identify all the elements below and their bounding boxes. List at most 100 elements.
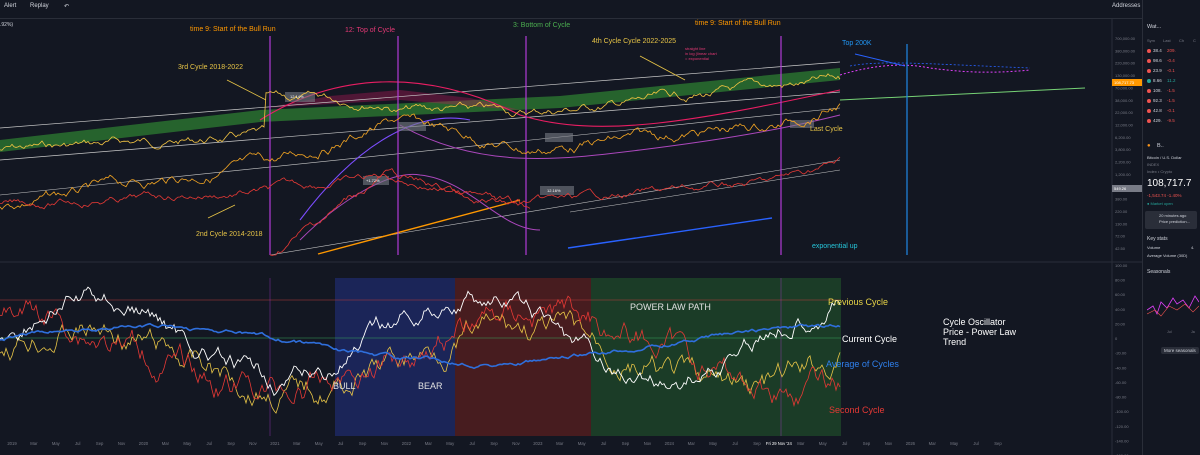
addresses-label[interactable]: Addresses bbox=[1112, 3, 1141, 9]
time-axis-tick: Mar bbox=[797, 441, 805, 446]
left-value: .92%) bbox=[0, 22, 14, 28]
price-axis-tick: 1,200.00 bbox=[1115, 172, 1131, 177]
watchlist-row[interactable]: 108. -1.5 bbox=[1147, 88, 1175, 93]
exponential-label: exponential up bbox=[812, 243, 858, 250]
bear-label: BEAR bbox=[418, 381, 443, 391]
price-tag: 108,717.73 bbox=[1114, 80, 1135, 85]
time-axis-tick: May bbox=[950, 441, 959, 446]
cycle-2-label: 2nd Cycle 2014-2018 bbox=[196, 231, 263, 238]
symbol-short: B.. bbox=[1157, 143, 1164, 149]
time-axis-tick: Jul bbox=[75, 441, 80, 446]
time-axis-tick: May bbox=[446, 441, 455, 446]
watchlist-row-change: -0.1 bbox=[1167, 108, 1175, 113]
main-chart[interactable]: 700,000.00 380,000.00 220,000.00 130,000.00… bbox=[0, 0, 1142, 455]
watchlist-row[interactable]: 38.4 209. bbox=[1147, 48, 1176, 53]
time-axis-tick: May bbox=[819, 441, 828, 446]
time-axis-tick: May bbox=[709, 441, 718, 446]
time-axis-tick: Sep bbox=[227, 441, 235, 446]
key-stats-title: Key stats bbox=[1147, 236, 1168, 242]
watchlist-row[interactable]: 23.9 -0.1 bbox=[1147, 68, 1175, 73]
price-axis-tick: 220.00 bbox=[1115, 209, 1128, 214]
price-axis-tick: 6,200.00 bbox=[1115, 135, 1131, 140]
series-line-cycle-4 bbox=[0, 73, 841, 151]
season-tick-1: Jul bbox=[1167, 330, 1172, 334]
symbol-dot-icon bbox=[1147, 118, 1151, 123]
series-line-cycle-2 bbox=[0, 156, 841, 210]
time-axis-tick: May bbox=[578, 441, 587, 446]
time-axis-tick: Jul bbox=[732, 441, 737, 446]
average-of-cycles-label: Average of Cycles bbox=[826, 359, 899, 369]
watchlist-row[interactable]: 8.66 11.2 bbox=[1147, 78, 1175, 83]
time-axis-tick: 2022 bbox=[402, 441, 412, 446]
oscillator-axis-tick: -140.00 bbox=[1115, 438, 1129, 443]
time-axis-tick: Nov bbox=[249, 441, 257, 446]
exchange: INDEX bbox=[1147, 162, 1160, 167]
avg-volume-label: Average Volume (30D) bbox=[1147, 253, 1188, 258]
symbol-dot-icon bbox=[1147, 48, 1151, 53]
cycle-top-band bbox=[265, 90, 520, 110]
badge-1: 12.14% bbox=[290, 94, 304, 99]
price-axis-tick: 380,000.00 bbox=[1115, 48, 1136, 53]
price-axis-tick: 130,000.00 bbox=[1115, 73, 1136, 78]
time-axis-tick: Mar bbox=[30, 441, 38, 446]
watchlist-col-c: C bbox=[1193, 38, 1196, 43]
badge-2: 12.16% bbox=[547, 188, 561, 193]
oscillator-axis-tick: 0 bbox=[1115, 336, 1118, 341]
previous-cycle-label: Previous Cycle bbox=[828, 297, 889, 307]
watchlist-row-last: 92.3 bbox=[1153, 98, 1162, 103]
price-axis-tick: 2,200.00 bbox=[1115, 160, 1131, 165]
power-law-path-label: POWER LAW PATH bbox=[630, 302, 711, 312]
cycle-3-label: 3rd Cycle 2018-2022 bbox=[178, 64, 243, 71]
symbol-dot-icon bbox=[1147, 78, 1151, 83]
price-axis-tick: 72.00 bbox=[1115, 234, 1126, 239]
oscillator-axis-tick: -60.00 bbox=[1115, 380, 1127, 385]
watchlist-row[interactable]: 92.3 -1.5 bbox=[1147, 98, 1175, 103]
watchlist-row[interactable]: 98.6 -0.4 bbox=[1147, 58, 1175, 63]
time-axis-tick: May bbox=[52, 441, 61, 446]
series-line-cycle-1 bbox=[269, 168, 531, 256]
replay-button[interactable]: Replay bbox=[30, 3, 49, 9]
watchlist-row-change: -1.5 bbox=[1167, 98, 1175, 103]
time-axis-tick: Nov bbox=[644, 441, 652, 446]
season-tick-2: Ja bbox=[1191, 330, 1195, 334]
symbol-dot-icon bbox=[1147, 88, 1151, 93]
series-line-average-of-cycles bbox=[0, 322, 841, 370]
bull-label: BULL bbox=[333, 381, 356, 391]
alert-button[interactable]: Alert bbox=[4, 3, 17, 9]
time-axis-tick: Mar bbox=[929, 441, 937, 446]
oscillator-title: Cycle Oscillator Price - Power Law Trend bbox=[943, 317, 1017, 347]
power-law-channel bbox=[0, 68, 840, 152]
news-card[interactable]: 20 minutes ago Price prediction... bbox=[1145, 211, 1197, 229]
price-axis-tick: 220,000.00 bbox=[1115, 61, 1136, 66]
seasonals-chart bbox=[1147, 295, 1199, 317]
price-axis-tick: 12,000.00 bbox=[1115, 122, 1134, 127]
time-axis-tick: Mar bbox=[425, 441, 433, 446]
log-note: straight line in log (linear chart = exp… bbox=[685, 46, 717, 61]
watchlist-row-change: 11.2 bbox=[1167, 78, 1176, 83]
price-axis-tick: 380.00 bbox=[1115, 197, 1128, 202]
watchlist-title[interactable]: Wat... bbox=[1147, 24, 1162, 30]
more-seasonals-button[interactable]: More seasonals bbox=[1161, 347, 1199, 354]
bear-region bbox=[455, 278, 591, 436]
price-change: -1,543.74 -1.40% bbox=[1147, 193, 1182, 198]
price-tag: 549.26 bbox=[1114, 186, 1127, 191]
watchlist-row[interactable]: 42.8 -0.1 bbox=[1147, 108, 1175, 113]
top-toolbar: Alert Replay ↶ Addresses bbox=[0, 0, 1142, 19]
news-time: 20 minutes ago bbox=[1159, 213, 1187, 218]
price: 108,717.7 bbox=[1147, 178, 1192, 189]
market-status: ● Market open bbox=[1147, 201, 1173, 206]
time-axis-tick: Mar bbox=[293, 441, 301, 446]
undo-icon[interactable]: ↶ bbox=[64, 4, 70, 10]
current-cycle-label: Current Cycle bbox=[842, 334, 898, 344]
oscillator-axis-tick: 80.00 bbox=[1115, 278, 1126, 283]
badge-3: +1.72% bbox=[366, 178, 380, 183]
time-axis-tick: 2023 bbox=[533, 441, 543, 446]
symbol-dot-icon bbox=[1147, 68, 1151, 73]
oscillator-axis-tick: -160.00 bbox=[1115, 453, 1129, 455]
watchlist-row[interactable]: 429. -9.5 bbox=[1147, 118, 1175, 123]
bottom-of-cycle-label: 3: Bottom of Cycle bbox=[513, 22, 571, 29]
watchlist-row-change: -0.1 bbox=[1167, 68, 1175, 73]
time-axis-tick: May bbox=[183, 441, 192, 446]
time-axis-tick: Sep bbox=[753, 441, 761, 446]
watchlist-row-last: 108. bbox=[1153, 88, 1162, 93]
